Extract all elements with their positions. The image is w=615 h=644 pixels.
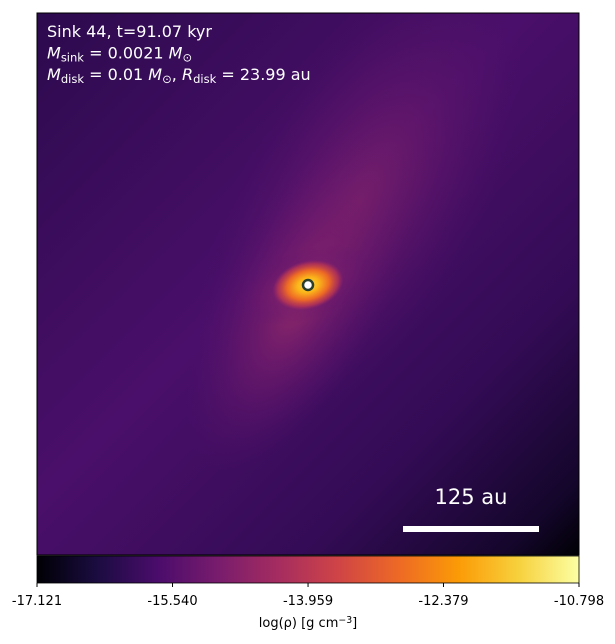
annotation: Mdisk = 0.01 M⊙, Rdisk = 23.99 au <box>47 65 311 86</box>
text-segment: = 0.0021 <box>84 44 169 63</box>
text-segment: log(ρ) [g cm <box>259 616 339 631</box>
text-segment: disk <box>61 72 85 86</box>
colorbar-label: log(ρ) [g cm−3] <box>259 615 357 631</box>
colorbar-ticks: -17.121 -15.540 -13.959 -12.379 -10.798 <box>12 583 604 609</box>
tick-label: -13.959 <box>283 594 333 609</box>
text-segment: ⊙ <box>162 72 172 86</box>
tick-label: -15.540 <box>147 594 197 609</box>
text-segment: = 0.01 <box>84 65 148 84</box>
tick-label: -10.798 <box>554 594 604 609</box>
text-segment: ] <box>352 616 357 631</box>
text-segment: M <box>169 44 183 63</box>
annotation: Sink 44, t=91.07 kyr <box>47 22 212 41</box>
text-segment: ⊙ <box>182 51 192 65</box>
tick-label: -12.379 <box>418 594 468 609</box>
text-segment: M <box>47 44 61 63</box>
text-segment: , <box>172 65 182 84</box>
annotation: Msink = 0.0021 M⊙ <box>47 44 192 65</box>
text-segment: −3 <box>338 615 352 626</box>
text-segment: disk <box>193 72 217 86</box>
tick-label: -17.121 <box>12 594 62 609</box>
text-segment: = 23.99 au <box>216 65 310 84</box>
text-segment: R <box>182 65 193 84</box>
text-segment: M <box>148 65 162 84</box>
text-segment: M <box>47 65 61 84</box>
frame <box>36 12 580 556</box>
colorbar <box>36 555 580 584</box>
scale-bar-label: 125 au <box>435 485 508 509</box>
text-segment: sink <box>61 51 84 65</box>
text-segment: Sink 44, t=91.07 kyr <box>47 22 212 41</box>
sink-marker <box>301 278 315 292</box>
